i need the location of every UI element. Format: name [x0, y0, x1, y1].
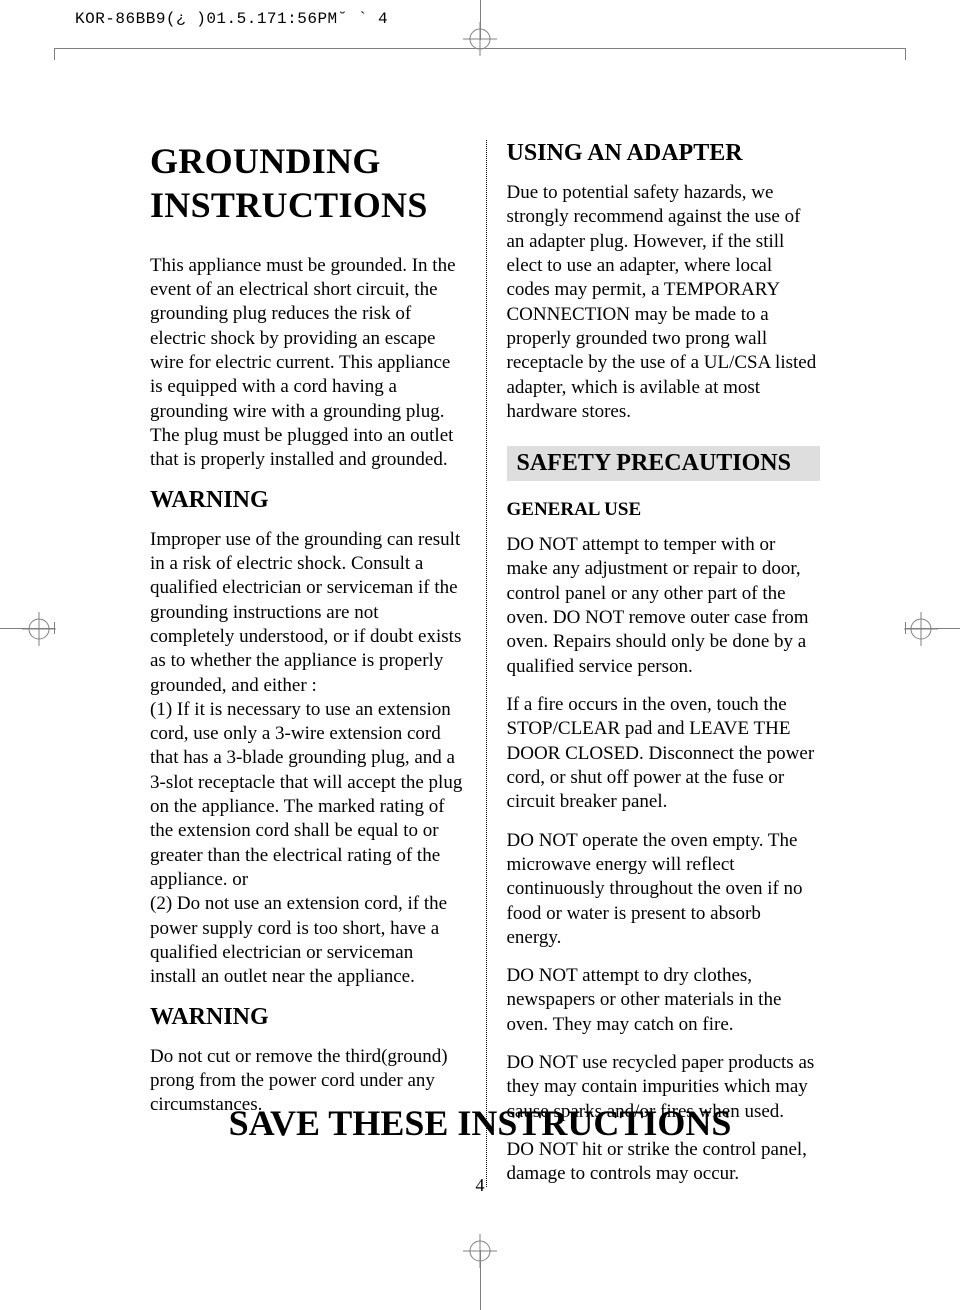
- registration-mark-icon: [22, 612, 56, 646]
- registration-mark-icon: [904, 612, 938, 646]
- intro-paragraph: This appliance must be grounded. In the …: [150, 254, 464, 473]
- precaution-item: DO NOT attempt to temper with or make an…: [507, 533, 821, 679]
- precaution-item: DO NOT attempt to dry clothes, newspaper…: [507, 964, 821, 1037]
- content-columns: GROUNDING INSTRUCTIONS This appliance mu…: [150, 140, 820, 1187]
- print-imprint: KOR-86BB9(¿ )01.5.171:56PM˘ ` 4: [75, 10, 388, 28]
- page-title: GROUNDING INSTRUCTIONS: [150, 140, 464, 228]
- left-column: GROUNDING INSTRUCTIONS This appliance mu…: [150, 140, 464, 1187]
- crop-frame: [54, 48, 906, 49]
- warning-heading: WARNING: [150, 487, 464, 514]
- right-column: USING AN ADAPTER Due to potential safety…: [486, 140, 821, 1187]
- page-number: 4: [0, 1175, 960, 1196]
- section-heading: USING AN ADAPTER: [507, 140, 821, 167]
- footer-title: SAVE THESE INSTRUCTIONS: [0, 1102, 960, 1144]
- warning-body: Improper use of the grounding can result…: [150, 528, 464, 990]
- precaution-item: DO NOT operate the oven empty. The micro…: [507, 829, 821, 951]
- subsection-heading: GENERAL USE: [507, 499, 821, 521]
- warning-heading: WARNING: [150, 1004, 464, 1031]
- crop-mark: [54, 48, 55, 60]
- section-body: Due to potential safety hazards, we stro…: [507, 181, 821, 424]
- crop-mark: [905, 48, 906, 60]
- precaution-item: If a fire occurs in the oven, touch the …: [507, 693, 821, 815]
- safety-precautions-heading: SAFETY PRECAUTIONS: [507, 446, 821, 481]
- registration-mark-icon: [463, 22, 497, 56]
- registration-mark-icon: [463, 1234, 497, 1268]
